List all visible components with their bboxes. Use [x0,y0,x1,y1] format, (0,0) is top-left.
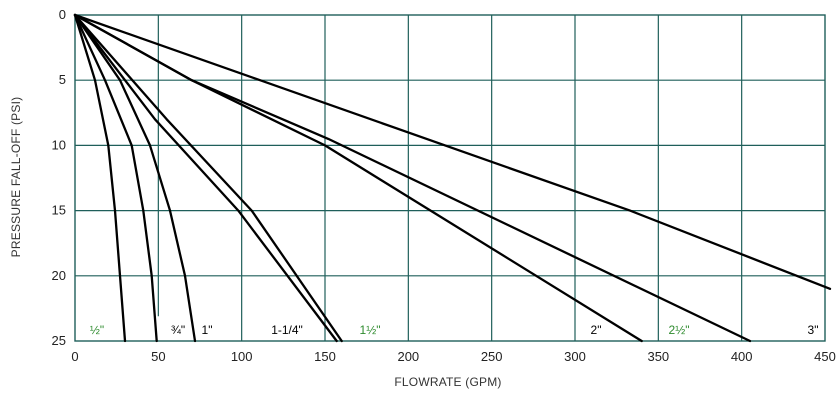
y-tick-label: 15 [52,203,66,218]
x-tick-label: 100 [231,349,253,364]
series-label-1: ¾" [171,323,185,337]
series-labels-layer: ½" ¾" 1" 1-1/4" 1½" 2" 2½" 3" [90,323,819,337]
x-tick-label: 450 [814,349,836,364]
x-tick-label: 50 [151,349,165,364]
y-axis-title: PRESSURE FALL-OFF (PSI) [9,97,23,258]
plot-frame [74,14,826,342]
series-line-6 [73,13,752,343]
series-label-3: 1-1/4" [271,323,303,337]
x-tick-label: 300 [564,349,586,364]
series-label-4: 1½" [360,323,381,337]
y-tick-label: 0 [59,7,66,22]
series-label-7: 3" [808,323,819,337]
series-label-5: 2" [591,323,602,337]
grid-layer [74,14,826,342]
series-line-2 [73,13,197,343]
series-layer [73,13,832,343]
series-label-2: 1" [202,323,213,337]
x-tick-label: 250 [481,349,503,364]
y-axis-ticks: 0 5 10 15 20 25 [52,7,66,348]
x-tick-label: 350 [647,349,669,364]
series-label-6: 2½" [669,323,690,337]
y-tick-label: 20 [52,268,66,283]
series-line-1 [73,13,158,343]
x-tick-label: 400 [731,349,753,364]
y-tick-label: 25 [52,333,66,348]
y-tick-label: 5 [59,72,66,87]
x-axis-title: FLOWRATE (GPM) [394,375,501,389]
series-line-4 [73,13,338,343]
series-line-0 [73,13,127,343]
y-tick-label: 10 [52,137,66,152]
x-tick-label: 150 [314,349,336,364]
x-tick-label: 0 [71,349,78,364]
series-line-7 [73,13,832,290]
x-tick-label: 200 [397,349,419,364]
series-label-0: ½" [90,323,104,337]
series-line-3 [73,13,343,343]
x-axis-ticks: 0 50 100 150 200 250 300 350 400 450 [71,349,835,364]
